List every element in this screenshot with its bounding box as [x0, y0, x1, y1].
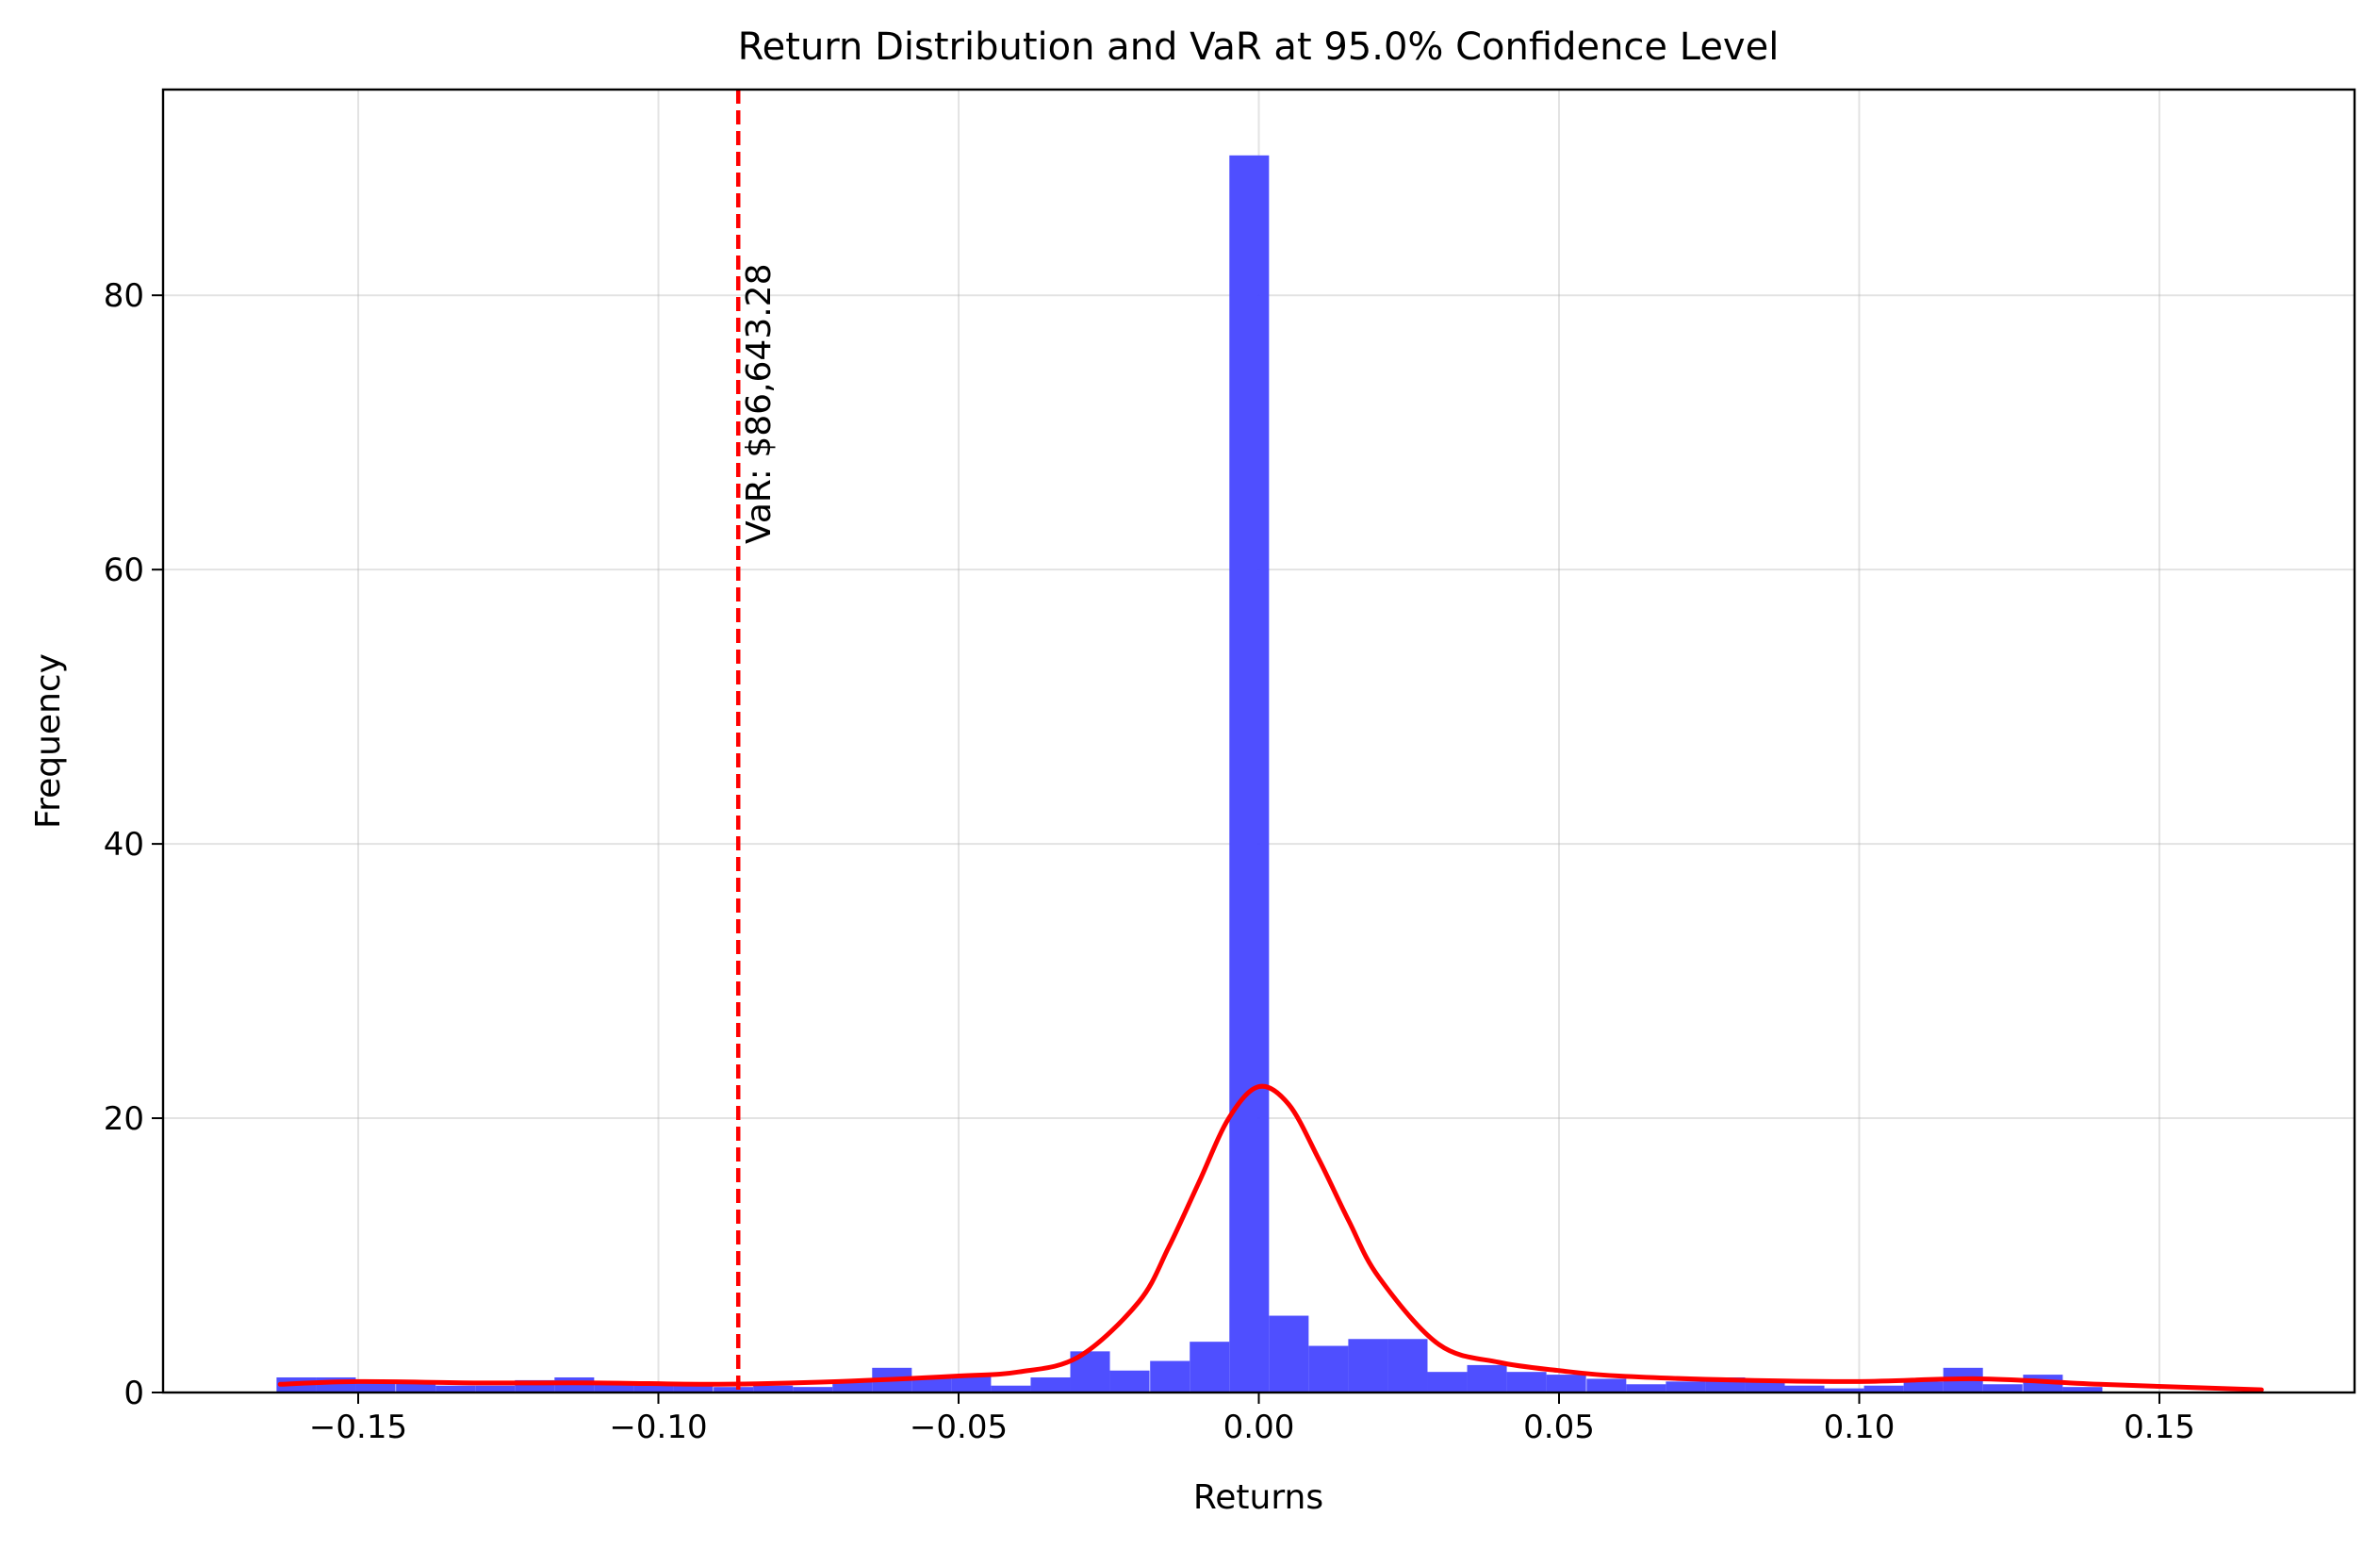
histogram-bar-18 — [991, 1385, 1031, 1392]
x-tick-label-3: 0.00 — [1223, 1409, 1295, 1446]
histogram-bar-26 — [1308, 1345, 1349, 1392]
y-axis-label: Frequency — [29, 653, 68, 829]
x-tick-label-1: −0.10 — [609, 1409, 707, 1446]
x-tick-label-0: −0.15 — [309, 1409, 407, 1446]
histogram-bar-39 — [1824, 1388, 1864, 1392]
histogram-bar-12 — [753, 1385, 794, 1392]
histogram-bar-5 — [475, 1385, 516, 1392]
histogram-bar-33 — [1586, 1378, 1627, 1392]
y-tick-label-3: 60 — [104, 552, 144, 589]
kde-curve — [277, 1083, 2264, 1392]
histogram-bar-24 — [1229, 155, 1270, 1392]
histogram-bar-38 — [1784, 1385, 1825, 1392]
histogram-bar-17 — [951, 1376, 992, 1392]
y-tick-label-1: 20 — [104, 1100, 144, 1138]
histogram-bar-2 — [355, 1381, 396, 1392]
histogram-bar-8 — [594, 1382, 634, 1392]
chart-title: Return Distribution and VaR at 95.0% Con… — [738, 25, 1780, 69]
histogram-bar-27 — [1348, 1339, 1388, 1392]
var-layer: VaR: $86,643.28 — [735, 90, 779, 1392]
histogram-bar-29 — [1427, 1372, 1468, 1392]
histogram-bar-32 — [1546, 1375, 1586, 1392]
histogram-bar-9 — [633, 1384, 674, 1392]
histogram-bar-21 — [1109, 1370, 1150, 1392]
x-tick-label-6: 0.15 — [2124, 1409, 2195, 1446]
histogram-bar-23 — [1190, 1342, 1230, 1392]
y-tick-label-0: 0 — [123, 1375, 144, 1412]
histogram-bar-13 — [793, 1387, 833, 1392]
histogram-bar-19 — [1030, 1376, 1071, 1392]
histogram-bar-43 — [1982, 1384, 2023, 1392]
x-axis-label: Returns — [1193, 1478, 1323, 1517]
histogram-bar-30 — [1467, 1364, 1507, 1392]
histogram-bar-14 — [832, 1381, 873, 1392]
histogram-bar-37 — [1745, 1379, 1785, 1392]
histogram-bar-34 — [1626, 1384, 1666, 1392]
var-label: VaR: $86,643.28 — [740, 264, 779, 545]
histogram-bar-40 — [1863, 1385, 1904, 1392]
kde-curve-layer — [277, 1083, 2264, 1392]
histogram-bar-25 — [1269, 1315, 1309, 1392]
histogram-bar-4 — [435, 1385, 476, 1392]
histogram-bar-10 — [673, 1384, 714, 1392]
y-tick-label-2: 40 — [104, 826, 144, 864]
x-tick-label-2: −0.05 — [910, 1409, 1008, 1446]
x-tick-label-5: 0.10 — [1824, 1409, 1896, 1446]
histogram-bar-22 — [1150, 1360, 1190, 1392]
histogram-bar-35 — [1666, 1381, 1706, 1392]
axis-ticks: −0.15 −0.10 −0.05 0.00 0.05 0.10 0.15 0 20 40 60 80 — [104, 277, 2195, 1446]
histogram-bar-45 — [2062, 1387, 2103, 1392]
histogram-bar-3 — [396, 1381, 436, 1392]
y-tick-label-4: 80 — [104, 277, 144, 315]
histogram-bar-41 — [1903, 1381, 1944, 1392]
histogram-bar-28 — [1387, 1339, 1428, 1392]
x-tick-label-4: 0.05 — [1523, 1409, 1595, 1446]
histogram-bar-11 — [714, 1387, 754, 1392]
histogram-bar-31 — [1506, 1372, 1547, 1392]
